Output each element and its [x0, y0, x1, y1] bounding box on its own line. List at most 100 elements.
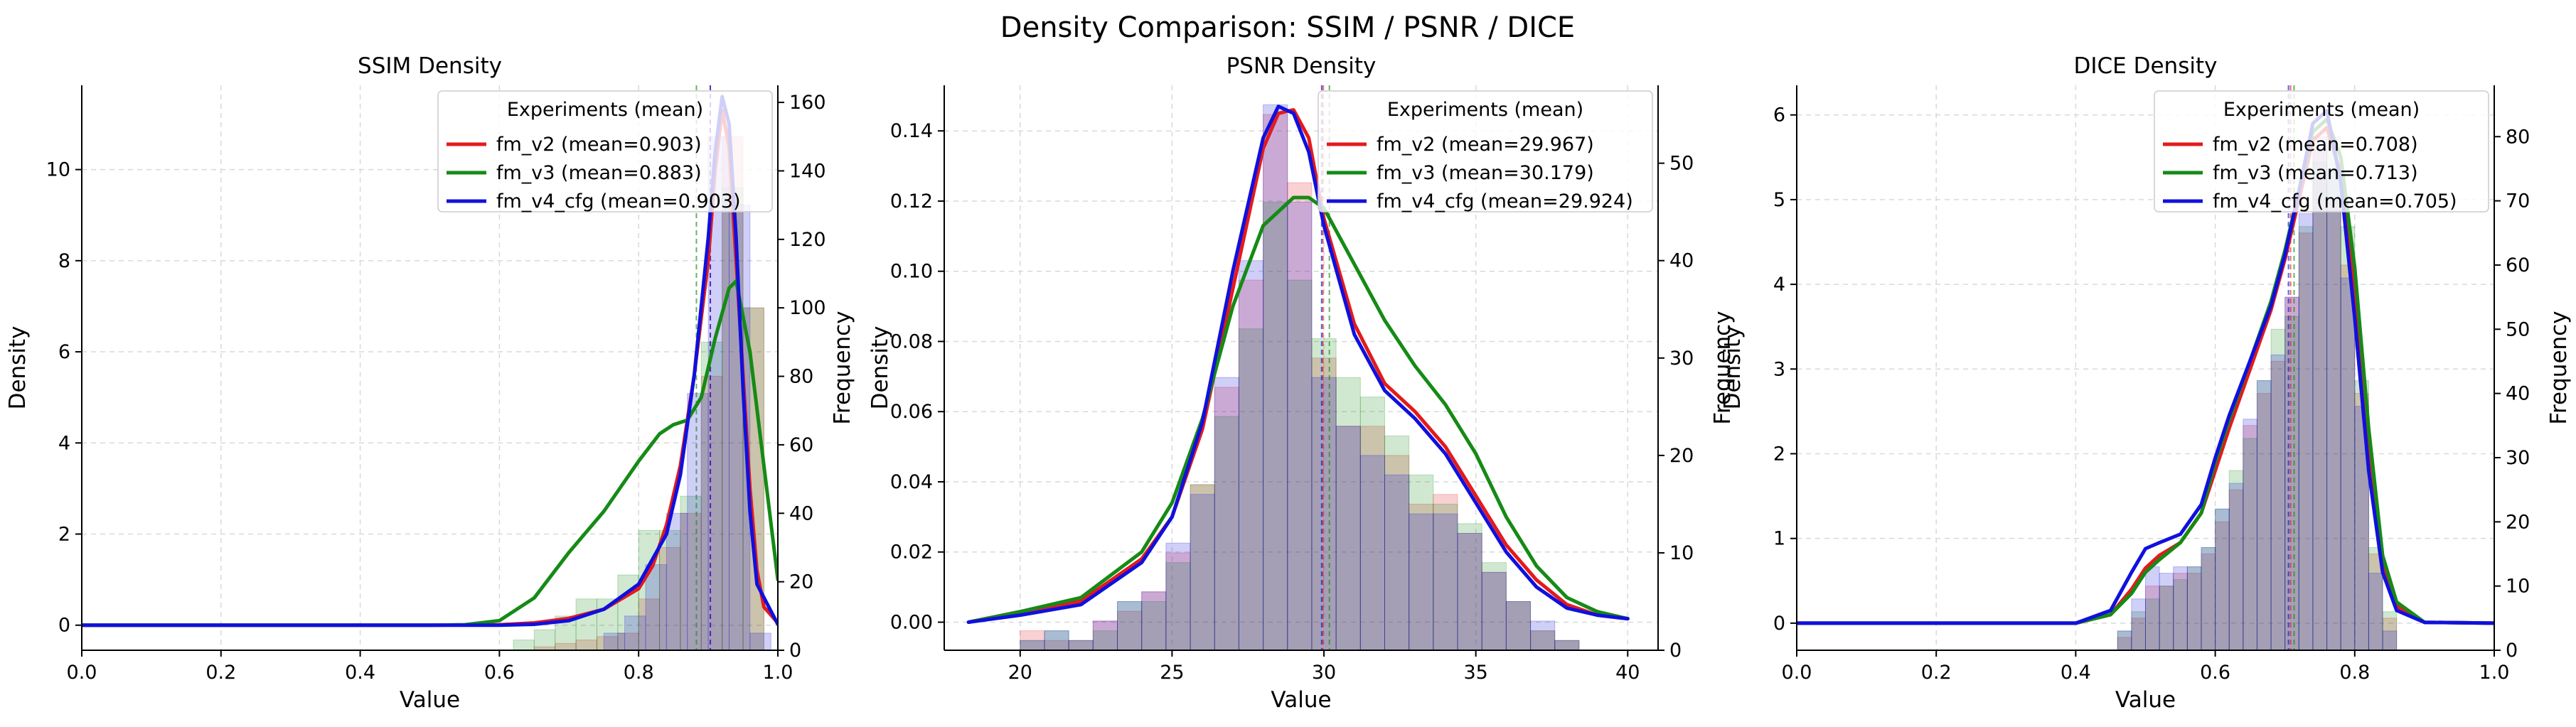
x-tick-label: 40	[1615, 662, 1640, 684]
hist-bar-fm_v3	[2173, 579, 2188, 650]
figure-title: Density Comparison: SSIM / PSNR / DICE	[1000, 11, 1575, 44]
hist-bar-fm_v4_cfg	[2159, 573, 2174, 650]
y2-tick-label: 20	[789, 571, 813, 593]
y2-tick-label: 40	[1669, 250, 1694, 272]
hist-bar-fm_v4_cfg	[1433, 513, 1458, 650]
panel-title: SSIM Density	[358, 53, 502, 79]
legend-title: Experiments (mean)	[507, 99, 703, 121]
y2-tick-label: 120	[789, 229, 826, 251]
hist-bar-fm_v4_cfg	[2382, 630, 2398, 650]
hist-bar-fm_v2	[2243, 425, 2257, 650]
hist-bar-fm_v4_cfg	[1481, 571, 1507, 650]
hist-bar-fm_v2	[2201, 553, 2216, 650]
hist-bar-fm_v4_cfg	[1409, 513, 1434, 650]
y-axis-label: Density	[5, 326, 31, 410]
hist-bar-fm_v4_cfg	[2312, 136, 2328, 650]
y-tick-label: 6	[1773, 104, 1785, 126]
legend-title: Experiments (mean)	[1387, 99, 1583, 121]
y-tick-label: 10	[46, 159, 70, 181]
hist-bar-fm_v3	[596, 598, 619, 650]
hist-bar-fm_v3	[1214, 416, 1239, 650]
y2-tick-label: 10	[2506, 576, 2530, 598]
hist-bar-fm_v3	[533, 629, 556, 650]
hist-bar-fm_v2	[680, 512, 702, 650]
legend-entry-fm_v2: fm_v2 (mean=0.903)	[496, 134, 702, 156]
hist-bar-fm_v2	[1020, 630, 1045, 650]
x-tick-label: 0.4	[2061, 662, 2091, 684]
hist-bar-fm_v4_cfg	[1384, 474, 1410, 650]
density-panel-1: 0.0 0.2 0.4 0.6 0.8 1.00246810020406080100120…	[5, 53, 855, 713]
hist-bar-fm_v4_cfg	[1530, 620, 1556, 650]
hist-bar-fm_v3	[1238, 328, 1264, 650]
hist-bar-fm_v4_cfg	[687, 393, 709, 650]
hist-bar-fm_v3	[1433, 503, 1458, 650]
x-tick-label: 35	[1463, 662, 1487, 684]
hist-bar-fm_v4_cfg	[666, 512, 688, 650]
hist-bar-fm_v3	[1190, 484, 1215, 650]
hist-bar-fm_v3	[513, 640, 535, 650]
hist-bar-fm_v4_cfg	[2270, 354, 2286, 650]
hist-bar-fm_v2	[617, 632, 639, 650]
hist-bar-fm_v4_cfg	[1457, 533, 1482, 650]
hist-bar-fm_v4_cfg	[2340, 277, 2356, 650]
hist-bar-fm_v2	[1433, 494, 1458, 650]
hist-bar-fm_v3	[2243, 438, 2257, 650]
y-tick-label: 2	[58, 524, 70, 546]
hist-bar-fm_v2	[2256, 393, 2272, 650]
hist-bar-fm_v2	[2215, 521, 2230, 650]
y2-tick-label: 40	[2506, 383, 2530, 405]
hist-bar-fm_v3	[1311, 338, 1337, 650]
hist-bar-fm_v4_cfg	[1068, 640, 1094, 650]
y-axis-label: Density	[867, 326, 893, 410]
legend-entry-fm_v2: fm_v2 (mean=0.708)	[2213, 134, 2418, 156]
kde-curve-fm_v4_cfg	[1797, 109, 2494, 625]
hist-bar-fm_v2	[1117, 610, 1143, 650]
hist-bar-fm_v2	[533, 646, 556, 650]
axes	[81, 85, 779, 651]
hist-bar-fm_v3	[1335, 377, 1361, 650]
y2-axis-label: Frequency	[2546, 311, 2572, 424]
x-tick-label: 0.0	[67, 662, 97, 684]
plot-area	[1797, 85, 2494, 650]
hist-bar-fm_v4_cfg	[1359, 455, 1385, 650]
hist-bar-fm_v3	[659, 529, 681, 650]
x-tick-label: 30	[1312, 662, 1336, 684]
hist-bar-fm_v4_cfg	[2243, 419, 2257, 650]
legend-entry-fm_v3: fm_v3 (mean=0.713)	[2213, 162, 2418, 184]
hist-bar-fm_v2	[1359, 426, 1385, 650]
hist-bar-fm_v4_cfg	[1214, 377, 1239, 650]
hist-bar-fm_v3	[1359, 397, 1385, 650]
y2-tick-label: 20	[2506, 511, 2530, 533]
histogram-fm_v3	[1020, 201, 1580, 650]
y2-tick-label: 60	[2506, 254, 2530, 276]
y-tick-label: 3	[1773, 358, 1785, 380]
y2-tick-label: 0	[1669, 640, 1682, 662]
legend-box	[2154, 90, 2489, 212]
y2-tick-label: 50	[1669, 153, 1694, 175]
hist-bar-fm_v2	[2368, 553, 2383, 650]
legend-title: Experiments (mean)	[2223, 99, 2420, 121]
hist-bar-fm_v4_cfg	[1117, 601, 1143, 650]
hist-bar-fm_v4_cfg	[1141, 591, 1167, 650]
hist-bar-fm_v4_cfg	[1287, 201, 1313, 650]
hist-bar-fm_v4_cfg	[1335, 426, 1361, 650]
hist-bar-fm_v3	[1165, 562, 1191, 650]
hist-bar-fm_v3	[1263, 201, 1288, 650]
y-tick-label: 0.06	[890, 401, 933, 423]
y2-axis-label: Frequency	[830, 311, 855, 424]
y2-tick-label: 30	[1669, 348, 1694, 370]
hist-bar-fm_v4_cfg	[1238, 260, 1264, 650]
x-tick-label: 1.0	[763, 662, 793, 684]
panel-title: DICE Density	[2074, 53, 2218, 79]
hist-bar-fm_v4_cfg	[2368, 573, 2383, 650]
legend-entry-fm_v3: fm_v3 (mean=30.179)	[1377, 162, 1594, 184]
hist-bar-fm_v2	[555, 642, 577, 650]
legend: Experiments (mean) fm_v2 (mean=0.903) fm_v…	[437, 90, 773, 212]
hist-bar-fm_v4_cfg	[2173, 566, 2188, 650]
hist-bar-fm_v2	[1457, 533, 1482, 650]
hist-bar-fm_v4_cfg	[2284, 296, 2299, 650]
hist-bar-fm_v4_cfg	[603, 632, 626, 650]
hist-bar-fm_v3	[1117, 601, 1143, 650]
x-tick-label: 0.6	[2200, 662, 2230, 684]
hist-bar-fm_v3	[2382, 611, 2398, 650]
